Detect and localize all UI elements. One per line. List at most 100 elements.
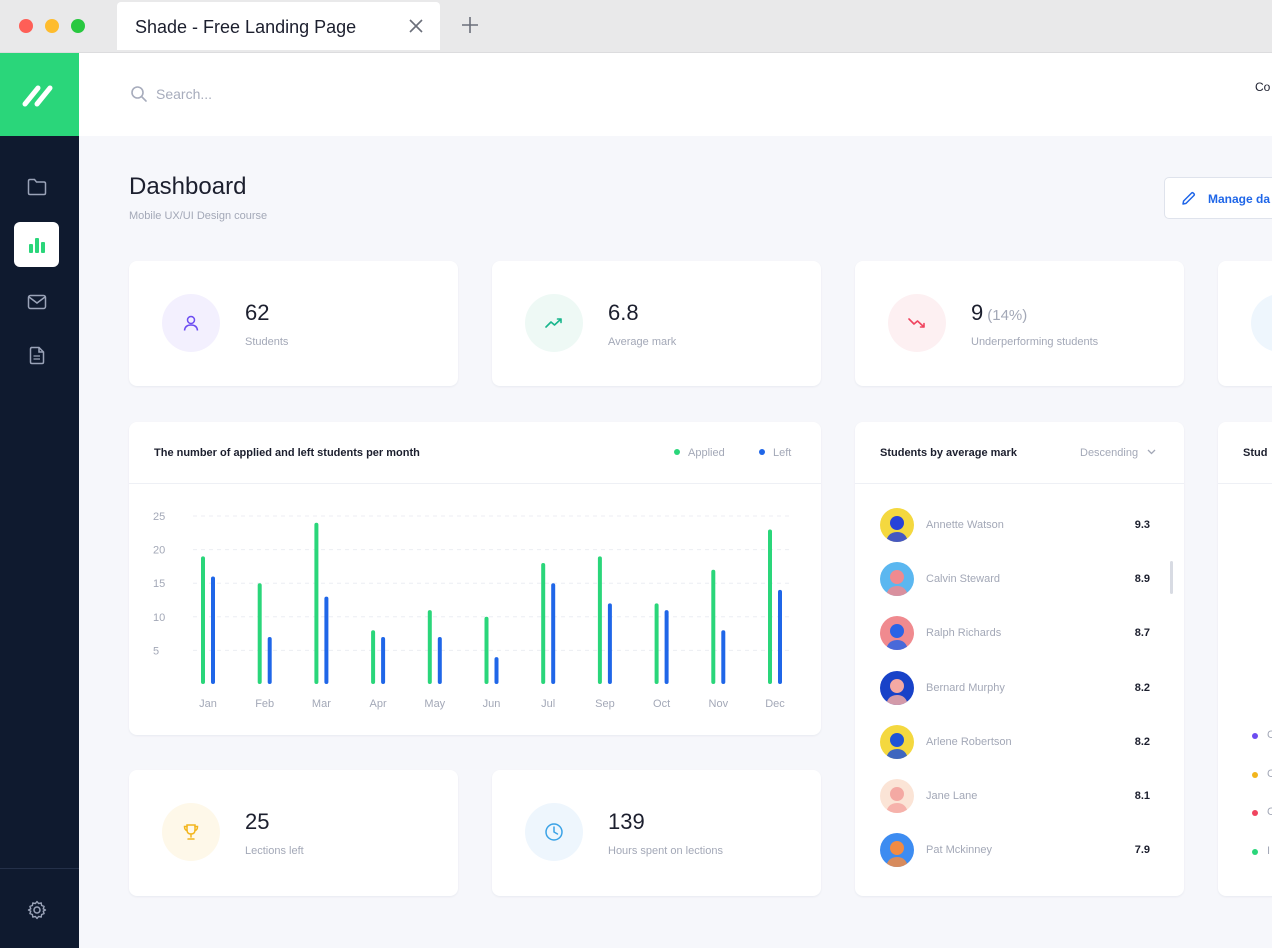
- stat-value-percent: (14%): [987, 307, 1028, 324]
- search-input[interactable]: [156, 81, 416, 107]
- window-close-button[interactable]: [19, 19, 33, 33]
- stat-value: 139: [608, 809, 645, 834]
- avatar: [880, 833, 914, 868]
- student-row[interactable]: Calvin Steward 8.9: [880, 562, 1150, 597]
- stat-icon-circle: [162, 803, 220, 861]
- y-tick-label: 20: [153, 545, 165, 557]
- search-icon: [131, 86, 147, 102]
- bar-left: [778, 589, 782, 684]
- y-tick-label: 25: [153, 511, 165, 523]
- partial-legend-label: C: [1267, 806, 1272, 818]
- student-row[interactable]: Bernard Murphy 8.2: [880, 670, 1150, 705]
- x-tick-label: Jan: [199, 698, 217, 710]
- stat-icon-circle: [525, 294, 583, 352]
- x-tick-label: Oct: [653, 698, 670, 710]
- stat-value-number: 9: [971, 300, 984, 325]
- stat-card-average-mark: 6.8 Average mark: [492, 261, 821, 386]
- x-tick-label: Jul: [541, 698, 555, 710]
- student-row[interactable]: Ralph Richards 8.7: [880, 616, 1150, 651]
- bar-left: [324, 596, 329, 684]
- trend-up-icon: [545, 318, 562, 328]
- browser-tab[interactable]: Shade - Free Landing Page: [117, 2, 440, 50]
- clock-icon: [545, 823, 563, 841]
- legend-left-dot: [759, 449, 765, 455]
- partial-legend-label: C: [1267, 767, 1272, 780]
- sidebar-item-documents[interactable]: [14, 333, 59, 378]
- main-content: Dashboard Mobile UX/UI Design course Man…: [79, 136, 1272, 948]
- avatar-illustration: [886, 678, 908, 705]
- sort-dropdown-value: Descending: [1080, 447, 1139, 459]
- sidebar-divider: [0, 868, 79, 869]
- window-maximize-button[interactable]: [71, 19, 85, 33]
- partial-card-title: Stud: [1243, 447, 1268, 459]
- student-row[interactable]: Pat Mckinney 7.9: [880, 833, 1150, 868]
- avatar: [880, 508, 914, 542]
- page-title: Dashboard: [129, 173, 247, 200]
- x-tick-label: Sep: [595, 698, 615, 710]
- avatar-illustration: [886, 732, 908, 759]
- bar-applied: [541, 563, 546, 684]
- user-icon: [183, 315, 199, 331]
- gear-icon: [27, 900, 46, 919]
- trophy-icon: [183, 824, 199, 840]
- bar-left: [381, 636, 386, 684]
- browser-toolbar: Shade - Free Landing Page: [0, 0, 1272, 53]
- student-row[interactable]: Jane Lane 8.1: [880, 779, 1150, 813]
- student-name: Pat Mckinney: [926, 844, 993, 857]
- bar-applied: [597, 556, 602, 684]
- x-tick-label: Dec: [765, 698, 785, 710]
- stat-label: Students: [245, 336, 289, 348]
- bar-applied: [257, 583, 262, 684]
- header-right-text[interactable]: Co: [1255, 80, 1271, 94]
- document-icon: [29, 346, 44, 365]
- bar-left: [494, 657, 499, 684]
- stat-value: 62: [245, 300, 270, 325]
- mail-icon: [27, 294, 46, 309]
- chevron-down-icon: [1147, 449, 1156, 455]
- stat-value: 9 (14%): [971, 300, 1027, 326]
- sidebar-item-dashboard[interactable]: [14, 222, 59, 267]
- stat-icon-circle: [162, 294, 220, 352]
- student-mark: 7.9: [1134, 844, 1150, 857]
- student-row[interactable]: Annette Watson 9.3: [880, 508, 1150, 542]
- chart-title: The number of applied and left students …: [154, 447, 420, 459]
- legend-left: Left: [759, 447, 791, 459]
- bar-applied: [314, 522, 319, 684]
- card-header-divider: [129, 483, 821, 484]
- window-minimize-button[interactable]: [45, 19, 59, 33]
- list-scrollbar[interactable]: [1170, 561, 1173, 594]
- sidebar-item-settings[interactable]: [14, 887, 59, 932]
- sort-dropdown[interactable]: Descending: [1080, 447, 1156, 459]
- x-tick-label: Jun: [483, 698, 501, 710]
- new-tab-plus-icon[interactable]: [461, 16, 479, 34]
- students-by-mark-card: Students by average mark Descending Anne…: [855, 422, 1184, 896]
- avatar: [880, 562, 914, 597]
- bar-left: [267, 636, 272, 684]
- stat-icon-circle: [525, 803, 583, 861]
- student-name: Jane Lane: [926, 790, 978, 802]
- sidebar-item-files[interactable]: [14, 164, 59, 209]
- stat-card-partial: [1218, 261, 1272, 386]
- tab-close-icon[interactable]: [408, 18, 424, 34]
- stat-card-lections-left: 25 Lections left: [129, 770, 458, 896]
- stat-card-underperforming: 9 (14%) Underperforming students: [855, 261, 1184, 386]
- stat-card-students: 62 Students: [129, 261, 458, 386]
- ranking-title: Students by average mark: [880, 447, 1017, 459]
- card-header-divider: [1218, 483, 1272, 484]
- stat-card-hours-spent: 139 Hours spent on lections: [492, 770, 821, 896]
- x-tick-label: Mar: [312, 698, 331, 710]
- partial-legend-label: C: [1267, 729, 1272, 741]
- stat-icon-circle: [1251, 294, 1272, 352]
- bar-chart-icon: [28, 237, 45, 253]
- x-tick-label: Nov: [709, 698, 729, 710]
- legend-applied-label: Applied: [688, 447, 725, 459]
- stat-value: 6.8: [608, 300, 639, 325]
- app-logo[interactable]: [0, 53, 79, 136]
- student-row[interactable]: Arlene Robertson 8.2: [880, 724, 1150, 759]
- pencil-icon: [1182, 191, 1196, 205]
- sidebar-item-messages[interactable]: [14, 279, 59, 324]
- manage-dashboard-button[interactable]: Manage da: [1164, 177, 1272, 219]
- student-name: Annette Watson: [926, 519, 1004, 531]
- stat-label: Average mark: [608, 336, 677, 348]
- bar-left: [721, 630, 726, 684]
